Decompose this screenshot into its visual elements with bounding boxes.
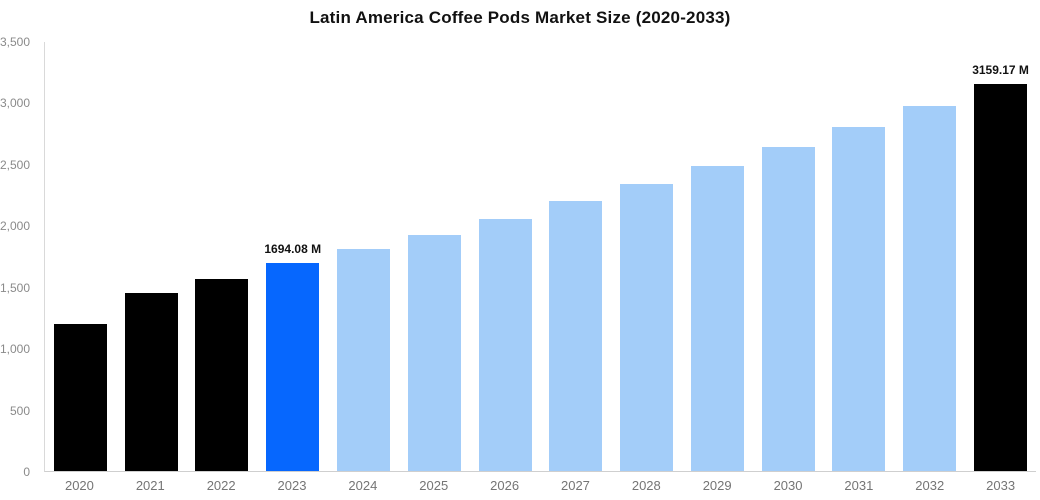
bar-band-2020	[45, 42, 116, 471]
bar-2020	[53, 323, 107, 471]
x-tick-label-2025: 2025	[419, 478, 449, 493]
x-tick-label-2029: 2029	[702, 478, 732, 493]
bar-band-2030	[753, 42, 824, 471]
bar-band-2031	[824, 42, 895, 471]
bar-2023	[266, 263, 320, 471]
bar-2021	[124, 293, 178, 471]
bar-2030	[761, 146, 815, 471]
bar-2024	[337, 249, 391, 471]
bar-band-2022	[187, 42, 258, 471]
y-tick-label: 2,000	[0, 219, 30, 234]
y-tick-label: 500	[9, 403, 30, 418]
y-tick-label: 2,500	[0, 157, 30, 172]
value-label-2023: 1694.08 M	[264, 242, 322, 257]
x-tick-label-2030: 2030	[773, 478, 803, 493]
chart-title: Latin America Coffee Pods Market Size (2…	[309, 8, 731, 27]
x-tick-label-2020: 2020	[64, 478, 94, 493]
x-tick-label-2026: 2026	[490, 478, 520, 493]
y-tick-label: 1,000	[0, 342, 30, 357]
bar-band-2025	[399, 42, 470, 471]
y-tick-label: 1,500	[0, 280, 30, 295]
x-axis: 2020 2021 2022 2023 2024 2025 2026 2027 2028 2029…	[44, 478, 1036, 493]
bar-2025	[407, 235, 461, 471]
x-tick-label-2023: 2023	[277, 478, 307, 493]
x-tick-label-2024: 2024	[348, 478, 378, 493]
bar-2028	[620, 184, 674, 471]
x-tick-label-2031: 2031	[844, 478, 874, 493]
bars-container: 1694.08 M 3159.17 M	[45, 42, 1036, 471]
y-tick-label: 3,500	[0, 35, 30, 49]
bar-2027	[549, 201, 603, 471]
plot-area: 1694.08 M 3159.17 M	[44, 42, 1036, 472]
y-axis: 0 500 1,000 1,500 2,000 2,500 3,000 3,500	[0, 35, 37, 479]
value-label-2033: 3159.17 M	[972, 62, 1029, 77]
bar-band-2028	[611, 42, 682, 471]
bar-band-2023: 1694.08 M	[257, 42, 328, 471]
y-tick-label: 0	[23, 465, 30, 479]
bar-2026	[478, 218, 532, 471]
bar-band-2033: 3159.17 M	[965, 42, 1036, 471]
bar-band-2024	[328, 42, 399, 471]
x-tick-label-2032: 2032	[915, 478, 945, 493]
bar-band-2027	[540, 42, 611, 471]
bar-2032	[903, 106, 957, 471]
x-tick-label-2027: 2027	[560, 478, 590, 493]
bar-band-2029	[682, 42, 753, 471]
bar-2031	[832, 126, 886, 471]
x-tick-label-2022: 2022	[206, 478, 236, 493]
bar-2022	[195, 278, 249, 471]
bar-band-2026	[470, 42, 541, 471]
bar-band-2032	[894, 42, 965, 471]
bar-2029	[690, 165, 744, 471]
bar-2033	[974, 83, 1028, 471]
x-tick-label-2021: 2021	[135, 478, 165, 493]
bar-band-2021	[116, 42, 187, 471]
x-tick-label-2028: 2028	[631, 478, 661, 493]
y-tick-label: 3,000	[0, 96, 30, 111]
x-tick-label-2033: 2033	[986, 478, 1016, 493]
